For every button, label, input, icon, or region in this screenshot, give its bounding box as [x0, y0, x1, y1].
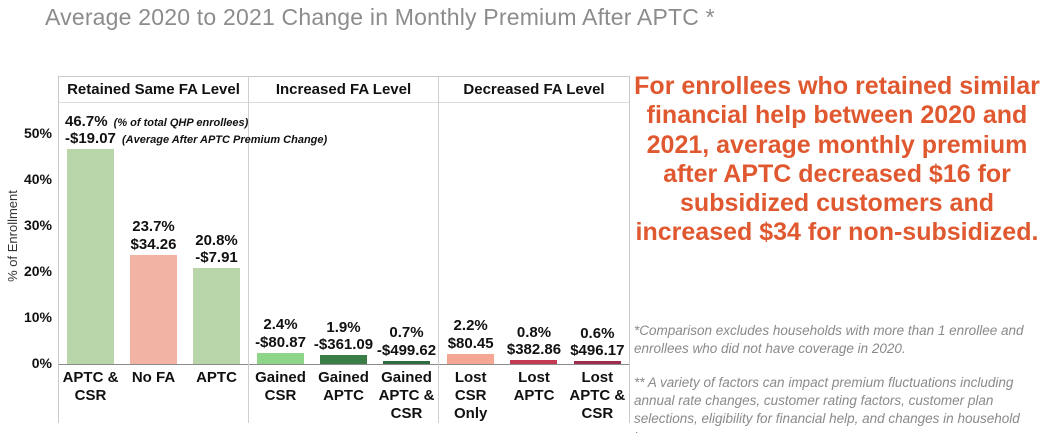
bar-column: 2.2% $80.45	[439, 103, 502, 364]
bar-value-label: 1.9% -$361.09	[314, 319, 373, 354]
bar-amount-label: $80.45	[447, 334, 494, 352]
bar-amount-label: -$19.07 (Average After APTC Premium Chan…	[65, 129, 328, 147]
bar-column: 2.4% -$80.87	[249, 103, 312, 364]
bar-column: 0.6% $496.17	[566, 103, 629, 364]
bar-gained-csr	[257, 352, 304, 364]
bar-pct-label: 2.4%	[263, 316, 298, 334]
x-axis-label-gained-aptc: Gained APTC	[318, 369, 369, 404]
bar-amount-label: $382.86	[506, 341, 562, 359]
footnote-comparison: *Comparison excludes households with mor…	[634, 323, 1024, 357]
bar-amount-note: (Average After APTC Premium Change)	[115, 133, 328, 146]
y-axis-ticks: 0% 10% 20% 30% 40% 50%	[0, 102, 52, 371]
bar-value-label: 0.8% $382.86	[507, 324, 561, 359]
bar-amount-label: $496.17	[570, 342, 625, 359]
bar-no-fa	[130, 254, 177, 364]
bar-value-label: 2.4% -$80.87	[255, 316, 306, 351]
bar-aptc-csr	[67, 149, 114, 364]
bar-value-label: 20.8% -$7.91	[195, 232, 238, 267]
section-header: Increased FA Level	[249, 77, 438, 103]
bar-lost-csr-only	[447, 353, 495, 364]
bar-chart: % of Enrollment 0% 10% 20% 30% 40% 50% Retain…	[0, 76, 630, 426]
y-tick-label: 40%	[23, 171, 52, 187]
bar-amount-label: -$499.62	[376, 341, 437, 359]
bar-amount-label: -$361.09	[313, 336, 374, 354]
page-title: Average 2020 to 2021 Change in Monthly P…	[45, 4, 715, 30]
x-axis-label-aptc: APTC	[196, 369, 237, 386]
bar-gained-aptc-csr	[383, 360, 430, 364]
bar-aptc	[193, 268, 240, 364]
x-axis-label-lost-csr-only: Lost CSR Only	[453, 369, 488, 422]
chart-section-increased-fa-level: Increased FA Level 2.4% -$80.87 1.9% -$361.0…	[249, 77, 439, 423]
bar-value-label: 0.7% -$499.62	[377, 324, 436, 359]
footnote-factors: ** A variety of factors can impact premi…	[634, 375, 1020, 433]
bar-lost-aptc	[510, 360, 558, 364]
x-axis-labels: Lost CSR Only Lost APTC Lost APTC & CSR	[439, 365, 629, 423]
bar-column: 23.7% $34.26	[122, 103, 185, 364]
y-tick-label: 20%	[23, 263, 52, 279]
bar-pct-label: 46.7% (% of total QHP enrollees)	[65, 112, 249, 130]
chart-section-decreased-fa-level: Decreased FA Level 2.2% $80.45 0.8% $382.86 0…	[439, 77, 629, 423]
bar-pct-label: 0.7%	[389, 324, 424, 342]
x-axis-label-lost-aptc-csr: Lost APTC & CSR	[569, 369, 626, 422]
bar-column: 46.7% (% of total QHP enrollees) -$19.07 …	[59, 103, 327, 364]
x-axis-label-lost-aptc: Lost APTC	[513, 369, 555, 404]
bar-amount-label: -$80.87	[255, 333, 306, 351]
chart-section-retained-same-fa-level: Retained Same FA Level 46.7% (% of total …	[59, 77, 327, 423]
x-axis-label-no-fa: No FA	[131, 369, 176, 386]
section-header: Decreased FA Level	[439, 77, 629, 103]
y-tick-label: 10%	[23, 309, 52, 325]
bar-value-label: 23.7% $34.26	[131, 218, 177, 253]
bars-area: 46.7% (% of total QHP enrollees) -$19.07 …	[59, 103, 327, 365]
bar-pct-label: 20.8%	[195, 231, 238, 249]
bar-pct-note: (% of total QHP enrollees)	[107, 116, 249, 129]
bar-lost-aptc-csr	[573, 361, 621, 364]
x-axis-labels: APTC & CSR No FA APTC	[59, 365, 248, 405]
bars-area: 2.2% $80.45 0.8% $382.86 0.6% $496.17	[439, 103, 629, 365]
section-header: Retained Same FA Level	[59, 77, 248, 103]
bar-value-label: 0.6% $496.17	[570, 325, 624, 360]
bar-gained-aptc	[320, 355, 367, 364]
x-axis-label-gained-csr: Gained CSR	[255, 369, 306, 404]
bar-amount-label: $34.26	[130, 235, 177, 253]
bar-pct-label: 0.6%	[580, 324, 615, 342]
x-axis-label-aptc-csr: APTC & CSR	[62, 369, 119, 404]
bar-column: 20.8% -$7.91	[185, 103, 248, 364]
bar-column: 0.8% $382.86	[502, 103, 565, 364]
bar-pct-label: 0.8%	[516, 323, 552, 341]
bar-pct-label: 2.2%	[453, 317, 488, 335]
bar-column: 0.7% -$499.62	[375, 103, 438, 364]
x-axis-label-gained-aptc-csr: Gained APTC & CSR	[378, 369, 435, 422]
bar-column: 1.9% -$361.09	[312, 103, 375, 364]
bars-area: 2.4% -$80.87 1.9% -$361.09 0.7% -$499.62	[249, 103, 438, 365]
plot-area: Retained Same FA Level 46.7% (% of total …	[58, 76, 630, 423]
bar-value-label: 2.2% $80.45	[448, 317, 494, 352]
y-tick-label: 30%	[23, 217, 52, 233]
x-axis-labels: Gained CSR Gained APTC Gained APTC & CSR	[249, 365, 438, 423]
bar-amount-label: -$7.91	[195, 249, 238, 267]
callout-text: For enrollees who retained similar finan…	[634, 72, 1040, 247]
bar-pct-label: 1.9%	[326, 318, 361, 336]
y-tick-label: 0%	[31, 355, 52, 371]
bar-pct-label: 23.7%	[132, 218, 175, 236]
y-tick-label: 50%	[23, 125, 52, 141]
bar-value-label: 46.7% (% of total QHP enrollees) -$19.07 …	[65, 113, 327, 148]
